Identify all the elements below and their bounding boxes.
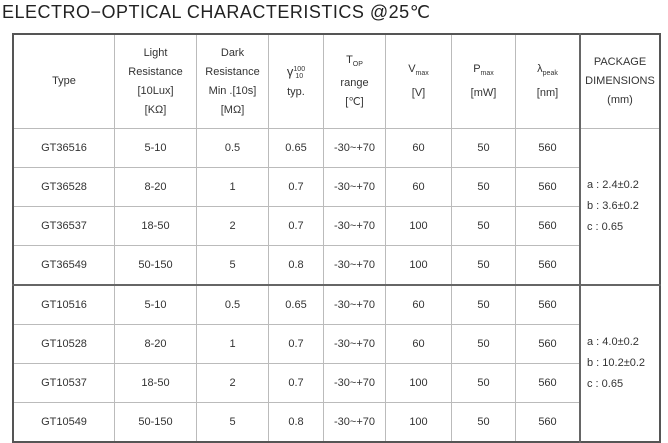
table-cell: 50: [451, 245, 516, 286]
table-cell: 1: [196, 167, 269, 207]
table-cell: 50-150: [114, 245, 197, 286]
package-dimensions: a : 2.4±0.2 b : 3.6±0.2 c : 0.65: [579, 128, 661, 286]
page-title: ELECTRO−OPTICAL CHARACTERISTICS @25℃: [2, 2, 431, 22]
table-cell: 50: [451, 128, 516, 168]
table-cell: 50: [451, 402, 516, 443]
table-cell: 0.5: [196, 284, 269, 325]
table-cell: 0.8: [268, 402, 324, 443]
table-cell: 60: [385, 167, 452, 207]
dimension-line: b : 10.2±0.2: [587, 357, 646, 369]
table-cell: 0.65: [268, 128, 324, 168]
dimension-line: c : 0.65: [587, 221, 624, 233]
table-cell: 0.7: [268, 363, 324, 403]
table-cell: 0.7: [268, 324, 324, 364]
table-cell: -30~+70: [323, 167, 386, 207]
table-cell: -30~+70: [323, 128, 386, 168]
table-cell: 60: [385, 324, 452, 364]
package-dimensions: a : 4.0±0.2 b : 10.2±0.2 c : 0.65: [579, 284, 661, 443]
table-cell: 0.7: [268, 167, 324, 207]
table-row: GT10549 50-150 5 0.8 -30~+70 100 50 560: [12, 402, 660, 443]
table-cell: 8-20: [114, 324, 197, 364]
table-cell: 0.65: [268, 284, 324, 325]
table-cell: GT36516: [12, 128, 115, 168]
table-cell: 560: [515, 245, 581, 286]
table-row: GT36516 5-10 0.5 0.65 -30~+70 60 50 560 a : 2.4±…: [12, 128, 661, 286]
table-cell: 0.5: [196, 128, 269, 168]
header-dark-resistance: Dark Resistance Min .[10s] [MΩ]: [196, 33, 269, 129]
table-cell: 1: [196, 324, 269, 364]
table-cell: 560: [515, 128, 581, 168]
table-row: GT36537 18-50 2 0.7 -30~+70 100 50 560: [12, 206, 660, 246]
header-top-range: TOP range [℃]: [323, 33, 386, 129]
table-cell: 60: [385, 128, 452, 168]
dimension-line: b : 3.6±0.2: [587, 200, 639, 212]
table-cell: GT36537: [12, 206, 115, 246]
header-gamma: γ100 10 typ.: [268, 33, 324, 129]
table-cell: 560: [515, 167, 581, 207]
table-cell: 50: [451, 206, 516, 246]
table-cell: 18-50: [114, 206, 197, 246]
table-cell: 18-50: [114, 363, 197, 403]
table-cell: 560: [515, 402, 581, 443]
table-row: GT36528 8-20 1 0.7 -30~+70 60 50 560: [12, 167, 660, 207]
table-cell: 100: [385, 206, 452, 246]
table-cell: 2: [196, 206, 269, 246]
table-cell: -30~+70: [323, 206, 386, 246]
table-cell: 560: [515, 324, 581, 364]
table-cell: GT10528: [12, 324, 115, 364]
table-cell: 100: [385, 245, 452, 286]
characteristics-table: Type Light Resistance [10Lux] [KΩ] Dark Resi…: [12, 33, 661, 443]
table-cell: 100: [385, 402, 452, 443]
header-package: PACKAGE DIMENSIONS (mm): [579, 33, 661, 129]
table-cell: 0.7: [268, 206, 324, 246]
table-row: GT10528 8-20 1 0.7 -30~+70 60 50 560: [12, 324, 660, 364]
table-cell: GT10516: [12, 284, 115, 325]
table-cell: 50: [451, 324, 516, 364]
table-row: GT10537 18-50 2 0.7 -30~+70 100 50 560: [12, 363, 660, 403]
dimension-line: a : 2.4±0.2: [587, 179, 639, 191]
header-pmax: Pmax [mW]: [451, 33, 516, 129]
table-row: GT36549 50-150 5 0.8 -30~+70 100 50 560: [12, 245, 660, 286]
table-row: GT10516 5-10 0.5 0.65 -30~+70 60 50 560 a : 4.0±…: [12, 284, 661, 443]
header-lambda-peak: λpeak [nm]: [515, 33, 581, 129]
table-cell: 2: [196, 363, 269, 403]
header-type: Type: [12, 33, 115, 129]
header-light-resistance: Light Resistance [10Lux] [KΩ]: [114, 33, 197, 129]
table-cell: 5-10: [114, 284, 197, 325]
table-cell: GT36528: [12, 167, 115, 207]
table-cell: 50: [451, 167, 516, 207]
table-cell: 560: [515, 284, 581, 325]
header-vmax: Vmax [V]: [385, 33, 452, 129]
header-row: Type Light Resistance [10Lux] [KΩ] Dark Resi…: [12, 33, 661, 129]
table-cell: -30~+70: [323, 284, 386, 325]
dimension-line: c : 0.65: [587, 378, 624, 390]
table-cell: 50-150: [114, 402, 197, 443]
table-cell: 5: [196, 402, 269, 443]
table-cell: -30~+70: [323, 363, 386, 403]
table-cell: GT10537: [12, 363, 115, 403]
table-cell: 560: [515, 206, 581, 246]
table-cell: GT10549: [12, 402, 115, 443]
table-cell: 8-20: [114, 167, 197, 207]
table-cell: GT36549: [12, 245, 115, 286]
table-cell: 50: [451, 284, 516, 325]
table-cell: 100: [385, 363, 452, 403]
table-cell: 0.8: [268, 245, 324, 286]
table-cell: -30~+70: [323, 245, 386, 286]
dimension-line: a : 4.0±0.2: [587, 336, 639, 348]
table-cell: -30~+70: [323, 402, 386, 443]
table-cell: 5: [196, 245, 269, 286]
table-cell: 5-10: [114, 128, 197, 168]
table-cell: -30~+70: [323, 324, 386, 364]
table-cell: 50: [451, 363, 516, 403]
table-cell: 560: [515, 363, 581, 403]
table-cell: 60: [385, 284, 452, 325]
